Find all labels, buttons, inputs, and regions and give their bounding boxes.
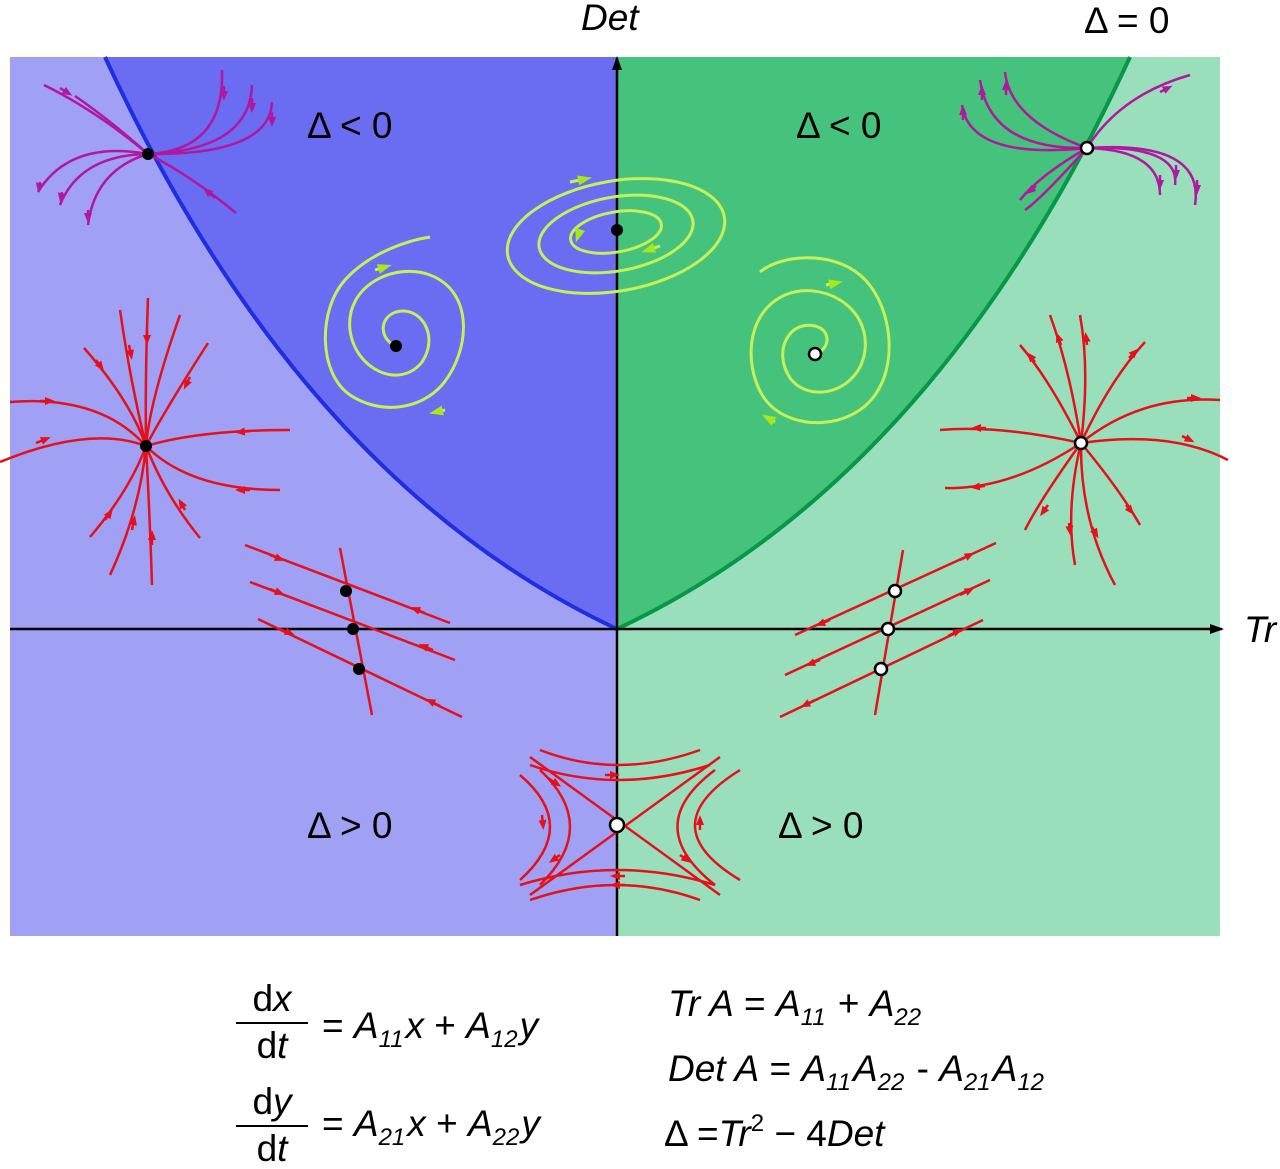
dydt-fraction: dy dt: [236, 1083, 308, 1167]
det-a4: A: [992, 1048, 1018, 1089]
eq2-d: d: [252, 1081, 274, 1122]
stable-node-top-left-point: [142, 148, 154, 160]
tr-lhs: Tr A: [668, 983, 734, 1024]
discriminant-definition: Δ =Tr2 − 4Det: [664, 1112, 885, 1154]
stable-degenerate-node-portrait: [35, 69, 276, 226]
parabola-label: Δ = 0: [1084, 0, 1169, 41]
disc-power: 2: [750, 1110, 765, 1137]
stable-line-point-3: [353, 663, 365, 675]
eq2-a1: A: [353, 1103, 379, 1144]
disc-equals: =: [696, 1113, 719, 1154]
stable-node-portrait: [0, 297, 291, 586]
equation-dx: = A11x + A12y: [322, 1005, 539, 1052]
eq1-sub1: 11: [378, 1026, 404, 1053]
det-sub4: 12: [1017, 1069, 1045, 1096]
det-axis-label: Det: [581, 0, 640, 38]
det-a1: A: [801, 1048, 827, 1089]
eq1-dt-t: t: [277, 1025, 288, 1066]
tr-sub1: 11: [800, 1004, 826, 1031]
eq2-sub1: 21: [378, 1124, 406, 1151]
tr-equals: =: [744, 983, 766, 1024]
eq1-var: x: [273, 978, 292, 1019]
unstable-node-portrait: [939, 314, 1229, 586]
equation-dy: = A21x + A22y: [322, 1103, 540, 1150]
unstable-node-top-right-point: [1079, 140, 1095, 156]
eq2-var: y: [273, 1081, 292, 1122]
eq1-y: y: [519, 1005, 539, 1046]
det-sub1: 11: [826, 1069, 851, 1096]
tr-plus: +: [837, 983, 860, 1024]
eq1-plus: +: [434, 1005, 456, 1046]
eq2-y: y: [521, 1103, 540, 1144]
eq1-equals: =: [322, 1005, 344, 1046]
disc-det: Det: [826, 1113, 885, 1154]
left-parabola-fill: [105, 57, 617, 629]
stability-diagram: Det Tr Δ = 0 Δ < 0 Δ < 0 Δ > 0 Δ > 0: [0, 0, 1278, 936]
delta-positive-left-label: Δ > 0: [307, 805, 392, 846]
delta-negative-right-label: Δ < 0: [796, 105, 881, 146]
unstable-spiral-point: [807, 346, 823, 362]
stable-line-point-1: [340, 585, 352, 597]
unstable-degenerate-node-portrait: [959, 71, 1201, 212]
eq2-x: x: [407, 1103, 426, 1144]
disc-op: − 4: [774, 1113, 827, 1154]
eq2-dt-d: d: [256, 1128, 278, 1169]
unstable-node-point: [1073, 435, 1089, 451]
saddle-point: [608, 816, 626, 834]
eq1-a2: A: [466, 1005, 491, 1046]
stable-node-point: [140, 440, 152, 452]
eq2-equals: =: [322, 1103, 344, 1144]
center-portrait: [505, 175, 727, 295]
det-lhs: Det A: [668, 1048, 760, 1089]
parabola-left-curve: [103, 56, 618, 631]
tr-a1: A: [775, 983, 801, 1024]
dxdt-fraction: dx dt: [236, 980, 308, 1064]
eq1-d: d: [252, 978, 274, 1019]
eq1-a1: A: [353, 1005, 379, 1046]
tr-a2: A: [869, 983, 895, 1024]
unstable-line-point-2: [880, 621, 896, 637]
disc-lhs: Δ: [664, 1113, 687, 1154]
disc-tr: Tr: [718, 1113, 751, 1154]
unstable-spiral-portrait: [749, 256, 891, 426]
trace-definition: Tr A = A11 + A22: [668, 983, 923, 1030]
parabola-right-curve: [616, 56, 1132, 631]
center-point: [611, 224, 623, 236]
unstable-line-point-1: [887, 583, 903, 599]
right-parabola-fill: [617, 57, 1130, 629]
determinant-definition: Det A = A11A22 - A21A12: [668, 1048, 1046, 1095]
stable-spiral-point: [390, 340, 402, 352]
eq1-dt-d: d: [256, 1025, 278, 1066]
eq2-plus: +: [436, 1103, 458, 1144]
delta-negative-left-label: Δ < 0: [307, 105, 392, 146]
eq2-dt-t: t: [277, 1128, 288, 1169]
det-a3: A: [939, 1048, 964, 1089]
unstable-line-point-3: [873, 661, 889, 677]
delta-positive-right-label: Δ > 0: [778, 805, 863, 846]
det-minus: -: [916, 1048, 929, 1089]
eq2-a2: A: [467, 1103, 493, 1144]
det-sub3: 21: [963, 1069, 991, 1096]
det-sub2: 22: [877, 1069, 905, 1096]
stable-line-point-2: [347, 623, 359, 635]
tr-sub2: 22: [894, 1004, 922, 1031]
det-equals: =: [769, 1048, 792, 1089]
eq2-sub2: 22: [492, 1124, 520, 1151]
eq1-x: x: [405, 1005, 425, 1046]
det-a2: A: [852, 1048, 878, 1089]
tr-axis-label: Tr: [1244, 609, 1278, 650]
stable-spiral-portrait: [323, 235, 465, 416]
eq1-sub2: 12: [490, 1026, 518, 1053]
